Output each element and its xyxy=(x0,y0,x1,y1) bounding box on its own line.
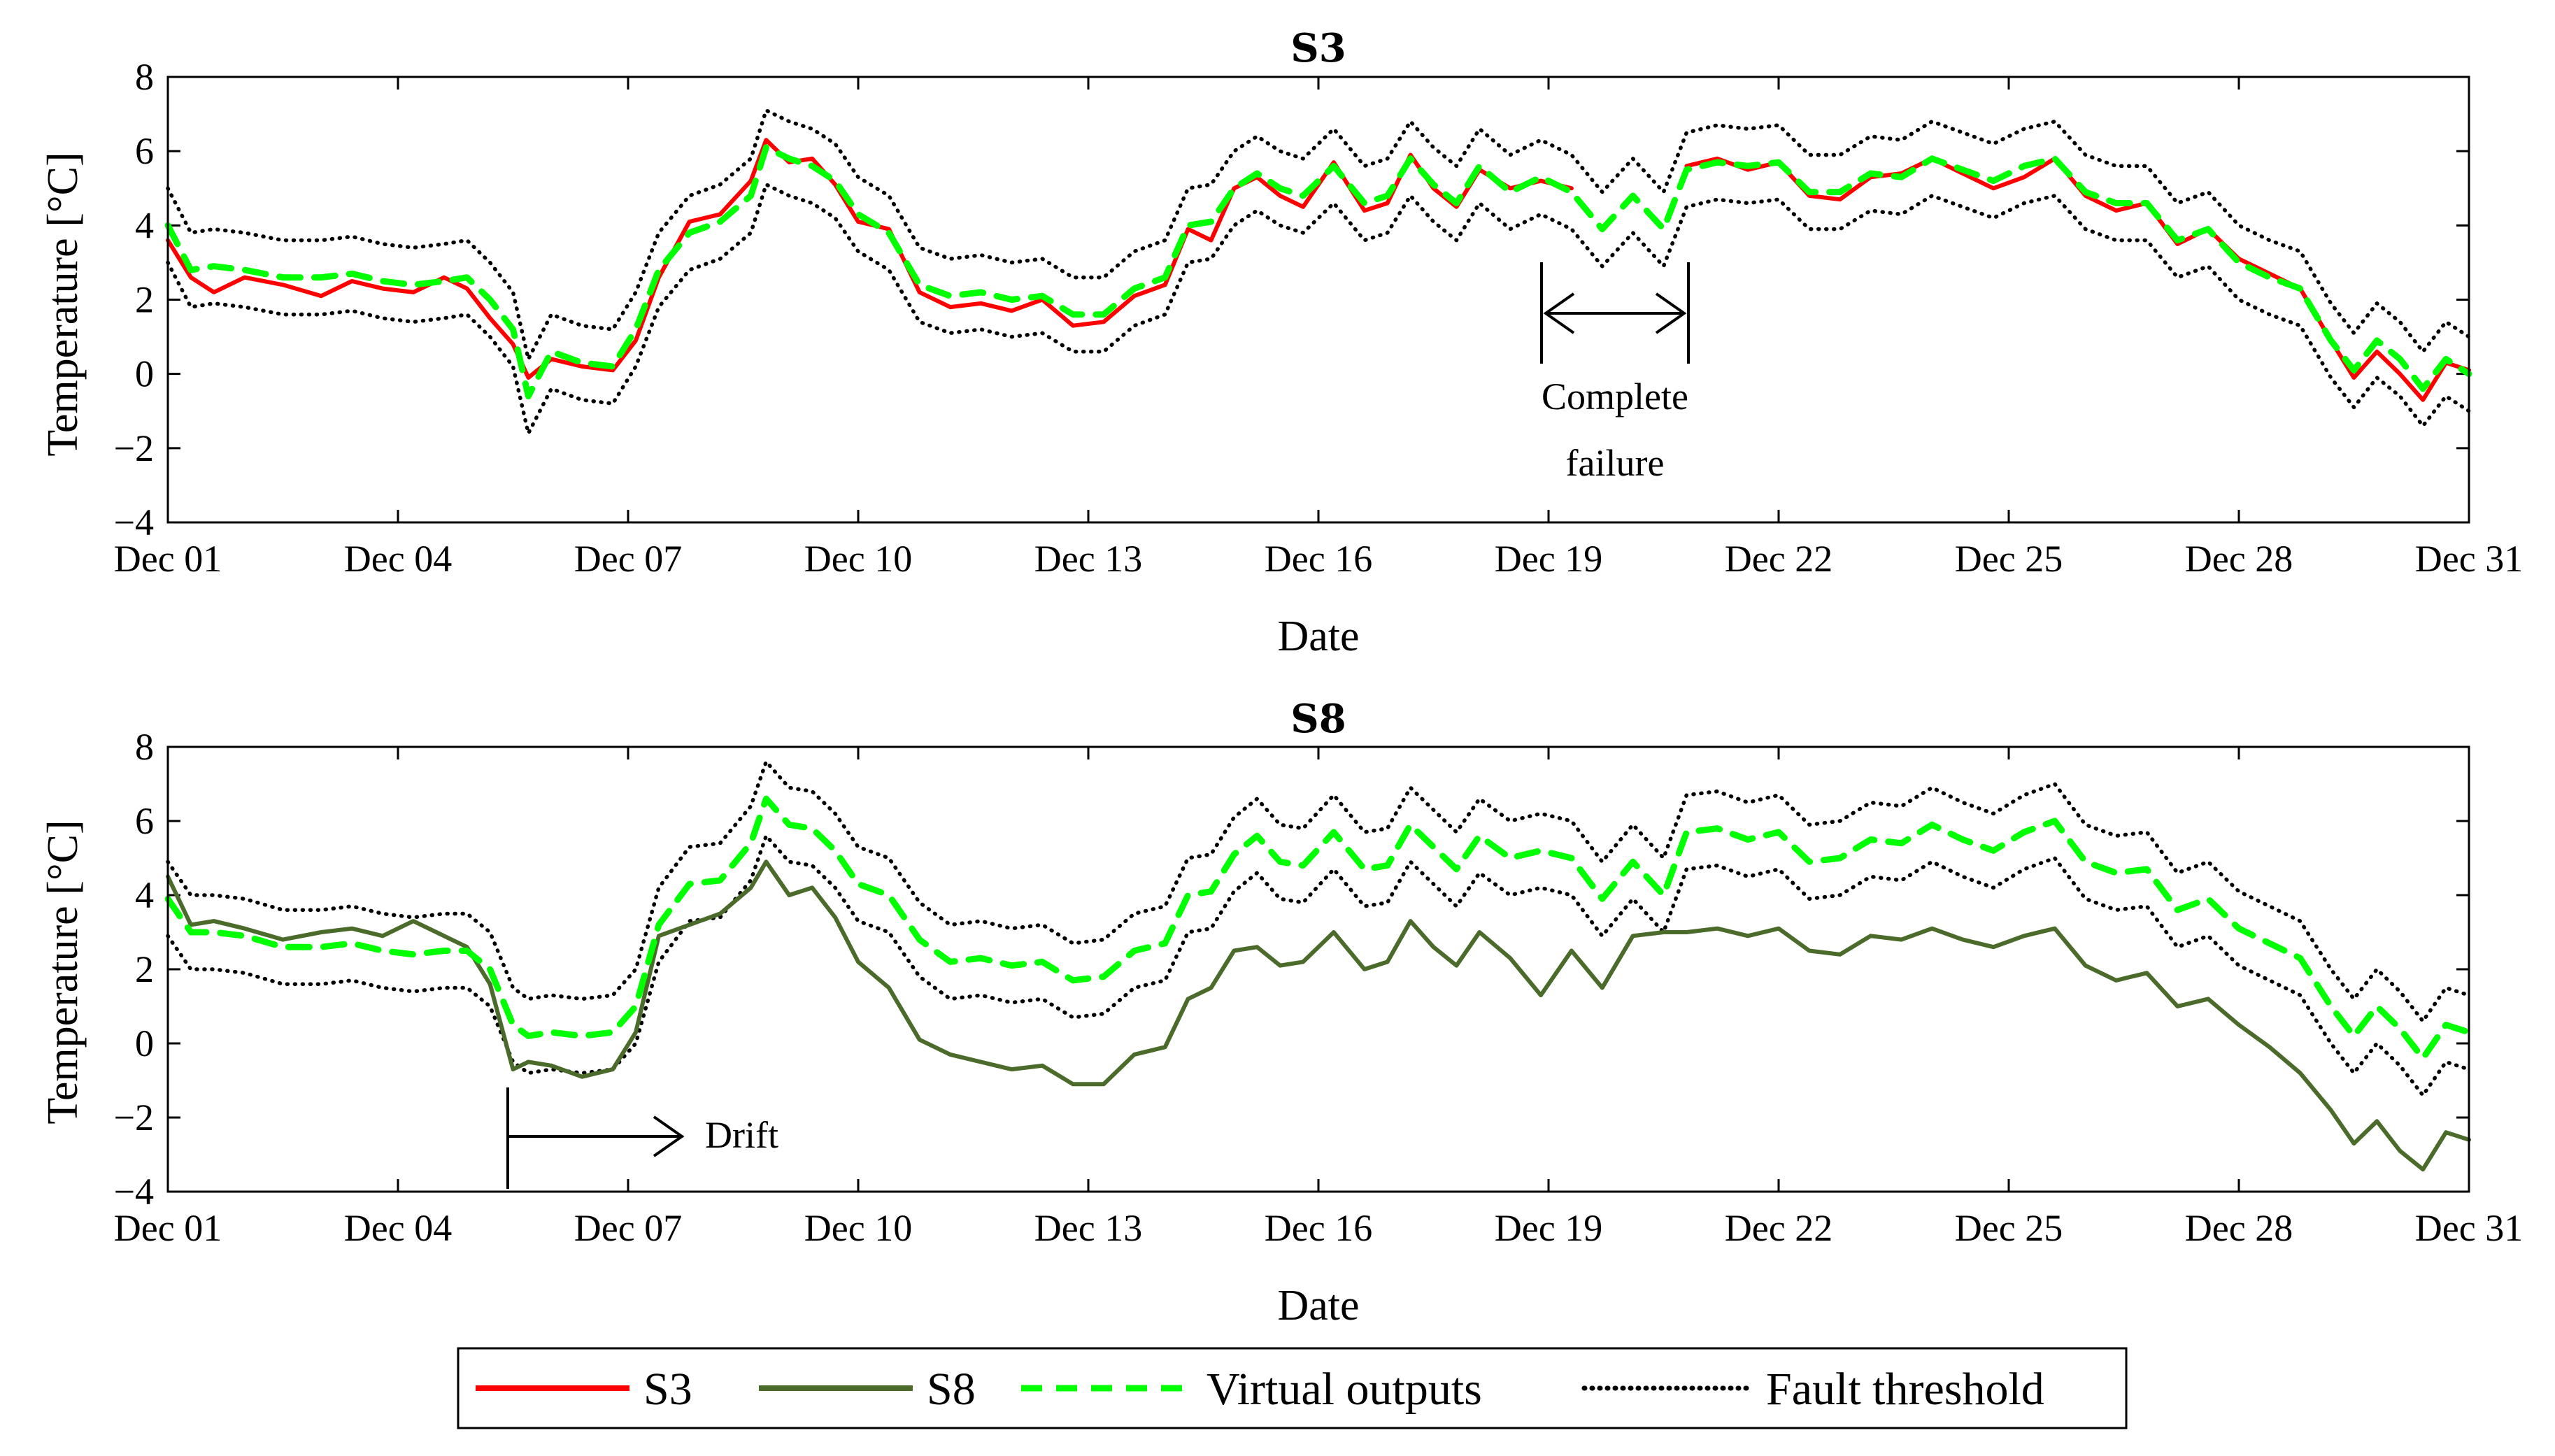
x-tick-label: Dec 10 xyxy=(804,538,912,580)
x-tick-label: Dec 16 xyxy=(1265,1207,1372,1249)
x-tick-label: Dec 31 xyxy=(2415,1207,2523,1249)
plot-frame xyxy=(166,745,2470,1193)
annotation-text-line-2: failure xyxy=(1566,442,1665,484)
annotation-arrowhead xyxy=(653,1115,685,1157)
complete-failure-annotation: Complete failure xyxy=(1540,262,1690,484)
x-tick-label: Dec 25 xyxy=(1955,1207,2063,1249)
legend-label: Fault threshold xyxy=(1766,1364,2044,1415)
y-axis-label: Temperature [°C] xyxy=(39,820,87,1124)
x-tick-label: Dec 07 xyxy=(574,1207,682,1249)
legend: S3 S8 Virtual outputs Fault threshold xyxy=(457,1347,2128,1429)
y-tick-label: −4 xyxy=(114,501,154,543)
annotation-text-line-1: Complete xyxy=(1542,376,1688,417)
legend-item-s3: S3 xyxy=(476,1364,692,1415)
chart-title: S3 xyxy=(1290,25,1346,71)
x-tick-label: Dec 22 xyxy=(1725,1207,1832,1249)
x-tick-label: Dec 04 xyxy=(344,538,452,580)
series-line-s3 xyxy=(1684,156,2471,402)
plot-frame xyxy=(166,76,2470,524)
y-tick-label: −2 xyxy=(114,1097,154,1139)
legend-item-s8: S8 xyxy=(759,1364,976,1415)
y-tick-label: 6 xyxy=(135,130,154,172)
x-tick-label: Dec 31 xyxy=(2415,538,2523,580)
plot-lines xyxy=(164,108,2472,436)
y-tick-label: 8 xyxy=(135,56,154,98)
y-tick-label: 8 xyxy=(135,726,154,768)
annotation-arrowhead-right xyxy=(1655,292,1687,334)
x-axis-label: Date xyxy=(1277,1282,1359,1329)
x-tick-label: Dec 28 xyxy=(2185,1207,2293,1249)
annotation-arrowhead-left xyxy=(1543,292,1575,334)
x-tick-label: Dec 13 xyxy=(1034,538,1142,580)
x-tick-label: Dec 22 xyxy=(1725,538,1832,580)
annotation-text: Drift xyxy=(705,1114,778,1156)
axis-ticks: −4 −2 0 2 4 6 8 Dec 01 Dec 04 Dec 07 Dec 10 Dec 13 D… xyxy=(114,56,2524,580)
x-tick-label: Dec 07 xyxy=(574,538,682,580)
panel-s8: S8 Date Temperature [°C] −4 −2 0 2 4 6 8 Dec 01… xyxy=(39,696,2523,1329)
x-tick-label: Dec 04 xyxy=(344,1207,452,1249)
y-tick-label: 4 xyxy=(135,874,154,916)
plot-lines xyxy=(164,759,2472,1172)
panel-s3: S3 Date Temperature [°C] −4 −2 0 2 4 6 8 Dec 01… xyxy=(39,25,2523,660)
x-tick-label: Dec 19 xyxy=(1495,1207,1602,1249)
x-axis-label: Date xyxy=(1277,613,1359,660)
series-line-s8 xyxy=(166,859,2471,1172)
legend-label: Virtual outputs xyxy=(1207,1364,1482,1415)
y-axis-label: Temperature [°C] xyxy=(39,152,87,456)
series-line-fault-threshold-upper xyxy=(166,108,2471,362)
legend-label: S8 xyxy=(927,1364,976,1415)
legend-item-fault-threshold: Fault threshold xyxy=(1581,1364,2044,1415)
y-tick-label: 0 xyxy=(135,1022,154,1064)
x-tick-label: Dec 10 xyxy=(804,1207,912,1249)
y-tick-label: 4 xyxy=(135,204,154,246)
x-tick-label: Dec 28 xyxy=(2185,538,2293,580)
series-line-fault-threshold-upper xyxy=(166,759,2471,1023)
legend-label: S3 xyxy=(643,1364,692,1415)
x-tick-label: Dec 01 xyxy=(114,1207,222,1249)
y-tick-label: 6 xyxy=(135,800,154,842)
series-line-virtual-outputs xyxy=(164,144,2472,399)
legend-item-virtual-outputs: Virtual outputs xyxy=(1021,1364,1482,1415)
y-tick-label: −4 xyxy=(114,1171,154,1213)
x-tick-label: Dec 25 xyxy=(1955,538,2063,580)
y-tick-label: 2 xyxy=(135,279,154,321)
y-tick-label: 2 xyxy=(135,948,154,990)
series-line-fault-threshold-lower xyxy=(166,834,2471,1097)
series-line-fault-threshold-lower xyxy=(166,183,2471,436)
x-tick-label: Dec 16 xyxy=(1265,538,1372,580)
drift-annotation: Drift xyxy=(506,1087,778,1189)
x-tick-label: Dec 13 xyxy=(1034,1207,1142,1249)
y-tick-label: −2 xyxy=(114,427,154,469)
x-tick-label: Dec 19 xyxy=(1495,538,1602,580)
y-tick-label: 0 xyxy=(135,353,154,395)
x-tick-label: Dec 01 xyxy=(114,538,222,580)
legend-box xyxy=(457,1347,2128,1429)
axis-ticks: −4 −2 0 2 4 6 8 Dec 01 Dec 04 Dec 07 Dec 10 Dec 13 D… xyxy=(114,726,2524,1249)
chart-title: S8 xyxy=(1290,696,1346,742)
